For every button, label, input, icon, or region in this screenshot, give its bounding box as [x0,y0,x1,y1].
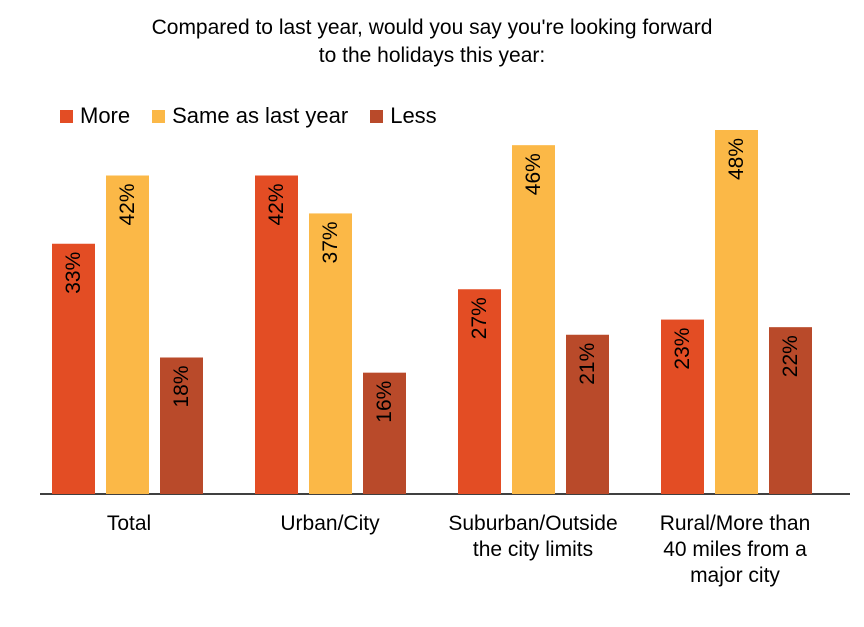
legend-item-same: Same as last year [152,103,348,129]
legend-swatch-same [152,109,166,123]
bar-less-urban-city [363,372,406,494]
legend-label-same: Same as last year [172,103,349,128]
bar-same-as-last-year-urban-city [309,213,352,494]
data-label-same-as-last-year-suburban-outside-the-city-limits: 46% [522,153,545,195]
legend-label-more: More [80,103,131,128]
bar-same-as-last-year-rural-more-than-40-miles-from-a-major-city [715,130,758,494]
legend-item-less: Less [370,103,437,129]
legend-label-less: Less [390,103,437,128]
bar-less-suburban-outside-the-city-limits [566,334,609,494]
bar-more-suburban-outside-the-city-limits [458,289,501,494]
legend-swatch-less [370,109,384,123]
data-label-same-as-last-year-rural-more-than-40-miles-from-a-major-city: 48% [725,138,748,180]
data-label-less-suburban-outside-the-city-limits: 21% [576,343,599,385]
legend-swatch-more [60,109,73,123]
bar-less-rural-more-than-40-miles-from-a-major-city [769,327,812,494]
data-label-less-rural-more-than-40-miles-from-a-major-city: 22% [779,335,802,377]
bar-more-total [52,243,95,494]
chart-title: Compared to last year, would you say you… [0,14,864,70]
chart-title-line-2: to the holidays this year: [318,44,546,67]
data-label-same-as-last-year-total: 42% [116,184,139,226]
category-label-rural-more-than-40-miles-from-a-major-city: Rural/More than 40 miles from a major ci… [659,512,811,587]
data-label-less-total: 18% [170,366,193,408]
data-label-more-total: 33% [62,252,85,294]
bar-same-as-last-year-suburban-outside-the-city-limits [512,145,555,494]
legend-item-more: More [60,103,130,129]
data-label-more-suburban-outside-the-city-limits: 27% [468,297,491,339]
bar-more-rural-more-than-40-miles-from-a-major-city [661,319,704,494]
category-label-total: Total [106,512,152,535]
bar-less-total [160,357,203,494]
legend: More Same as last year Less [60,103,459,129]
bar-same-as-last-year-total [106,175,149,494]
data-label-more-rural-more-than-40-miles-from-a-major-city: 23% [671,328,694,370]
bar-more-urban-city [255,175,298,494]
category-label-suburban-outside-the-city-limits: Suburban/Outside the city limits [448,512,618,561]
data-label-less-urban-city: 16% [373,381,396,423]
data-label-same-as-last-year-urban-city: 37% [319,221,342,263]
category-label-urban-city: Urban/City [280,512,380,535]
data-label-more-urban-city: 42% [265,184,288,226]
chart-title-line-1: Compared to last year, would you say you… [151,16,713,39]
